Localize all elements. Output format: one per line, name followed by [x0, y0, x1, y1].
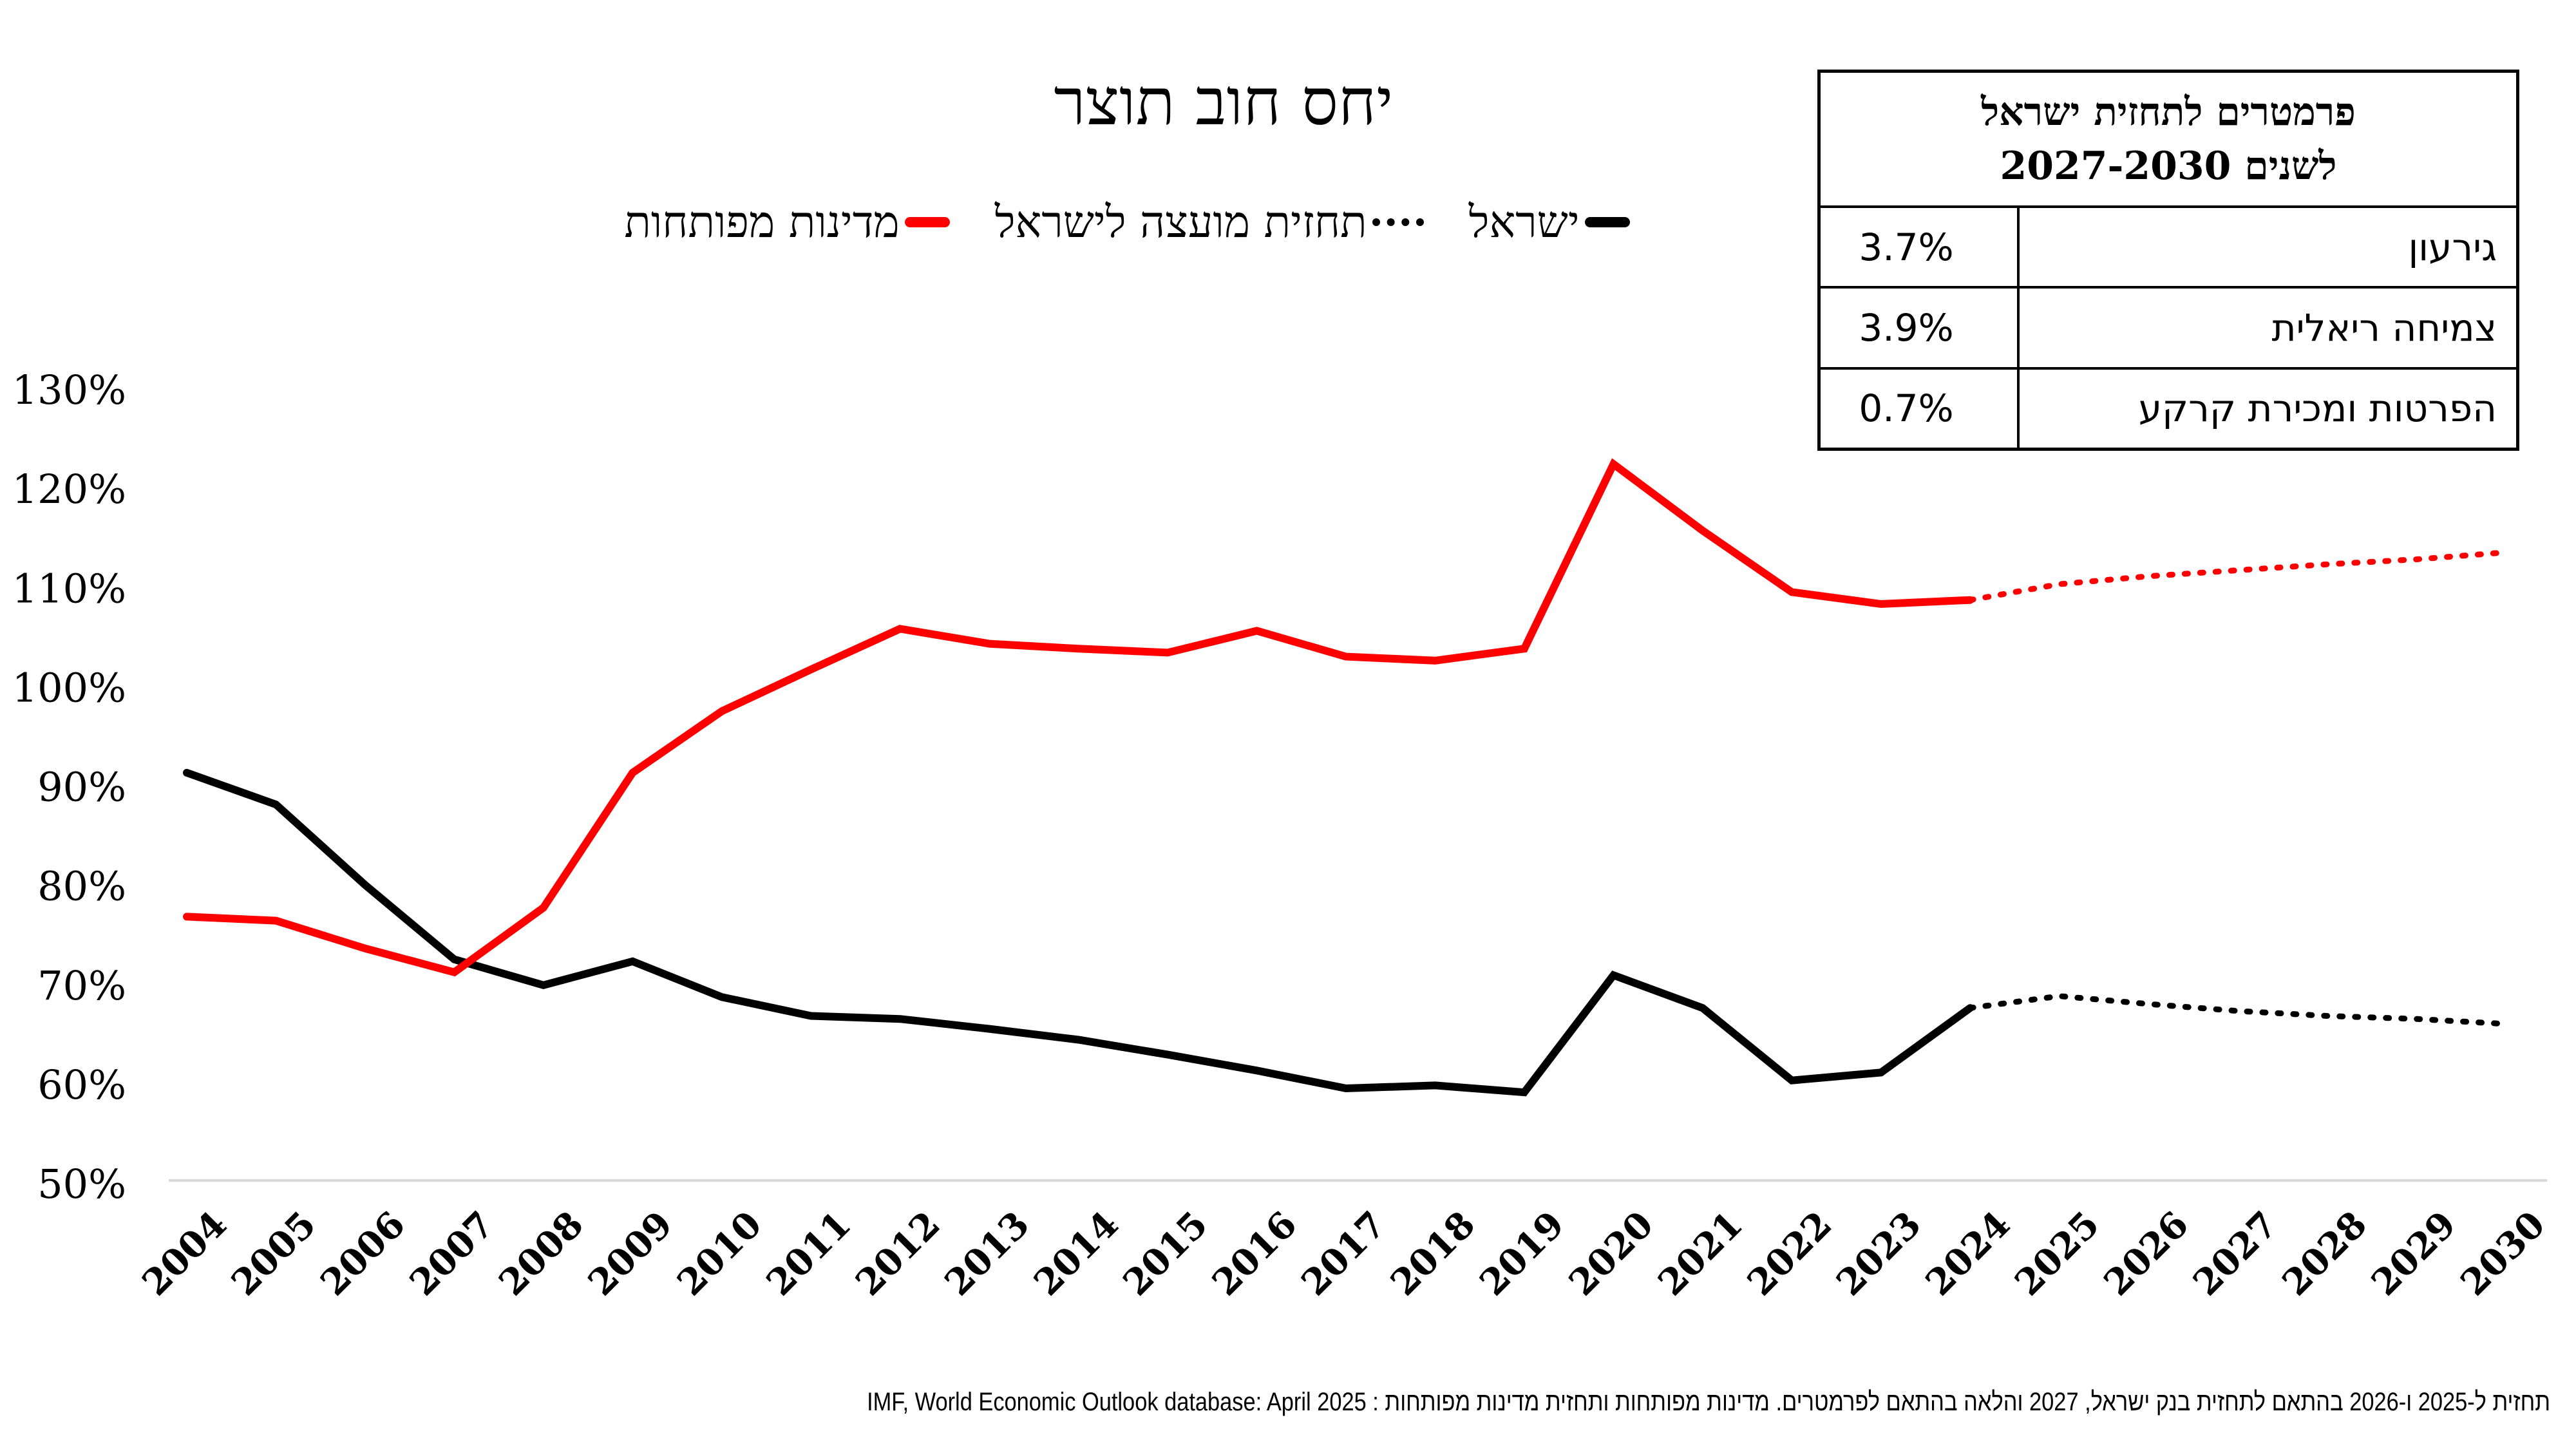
legend-label: תחזית מועצה לישראל: [994, 196, 1367, 248]
parameter-value: 0.7%: [1817, 366, 2020, 451]
table-row: גירעון 3.7%: [1817, 205, 2519, 289]
series-line-2: [183, 458, 1975, 977]
x-tick-label: 2028: [2274, 1203, 2375, 1304]
x-axis-ticks: 2004200520062007200820092010201120122013…: [134, 1203, 2553, 1304]
y-tick-label: 90%: [37, 764, 126, 811]
legend-item-forecast: תחזית מועצה לישראל: [995, 197, 1424, 248]
x-tick-label: 2023: [1828, 1203, 1929, 1304]
table-row: הפרטות ומכירת קרקע 0.7%: [1817, 366, 2519, 451]
y-tick-label: 100%: [12, 664, 126, 711]
parameter-label: צמיחה ריאלית: [2017, 286, 2519, 370]
series-line-3: [1967, 549, 2508, 603]
x-tick-label: 2024: [1917, 1203, 2018, 1304]
x-tick-label: 2014: [1026, 1203, 1127, 1304]
x-tick-label: 2006: [312, 1203, 413, 1304]
y-tick-label: 80%: [37, 863, 126, 910]
table-row: צמיחה ריאלית 3.9%: [1817, 286, 2519, 370]
x-tick-label: 2004: [134, 1203, 235, 1304]
legend-swatch-dotted-black: [1372, 218, 1424, 226]
y-tick-label: 70%: [37, 962, 126, 1009]
legend-item-advanced: מדינות מפותחות: [624, 196, 950, 248]
legend-swatch-solid-red: [904, 217, 950, 227]
x-tick-label: 2017: [1293, 1203, 1394, 1304]
parameter-value: 3.9%: [1817, 286, 2020, 370]
x-tick-label: 2019: [1472, 1203, 1573, 1304]
parameter-label: גירעון: [2017, 205, 2519, 289]
parameters-table-header-line1: פרמטרים לתחזית ישראל: [1981, 90, 2356, 135]
x-tick-label: 2007: [402, 1203, 503, 1304]
x-tick-label: 2012: [848, 1203, 949, 1304]
x-tick-label: 2008: [491, 1203, 592, 1304]
x-tick-label: 2005: [223, 1203, 325, 1304]
x-tick-label: 2027: [2185, 1203, 2286, 1304]
parameters-table-header-row: פרמטרים לתחזית ישראל לשנים 2027-2030: [1817, 70, 2519, 209]
x-tick-label: 2018: [1383, 1203, 1484, 1304]
legend-item-israel: ישראל: [1469, 197, 1630, 248]
chart-title: יחס חוב תוצר: [1054, 64, 1394, 140]
y-axis-ticks: 50% 60% 70% 80% 90% 100% 110% 120% 130%: [12, 366, 126, 1208]
x-tick-label: 2016: [1204, 1203, 1305, 1304]
parameter-label: הפרטות ומכירת קרקע: [2017, 366, 2519, 451]
parameters-table-header-line2: לשנים 2027-2030: [2000, 144, 2337, 189]
x-tick-label: 2029: [2363, 1203, 2465, 1304]
x-tick-label: 2011: [758, 1203, 859, 1304]
x-tick-label: 2010: [669, 1203, 770, 1304]
parameters-table-header: פרמטרים לתחזית ישראל לשנים 2027-2030: [1817, 70, 2519, 209]
series-line-0: [183, 768, 1975, 1097]
x-tick-label: 2022: [1739, 1203, 1840, 1304]
y-tick-label: 60%: [37, 1061, 126, 1108]
series-lines: [183, 458, 2508, 1097]
y-tick-label: 120%: [12, 466, 126, 513]
y-tick-label: 130%: [12, 366, 126, 413]
legend-swatch-solid-black: [1584, 217, 1630, 227]
x-tick-label: 2025: [2007, 1203, 2108, 1304]
legend-label: מדינות מפותחות: [624, 196, 900, 248]
parameters-table: פרמטרים לתחזית ישראל לשנים 2027-2030 גיר…: [1817, 70, 2519, 451]
x-tick-label: 2013: [936, 1203, 1037, 1304]
legend: מדינות מפותחות תחזית מועצה לישראל ישראל: [451, 187, 1803, 258]
x-tick-label: 2009: [580, 1203, 681, 1304]
series-line-1: [1967, 993, 2508, 1027]
y-tick-label: 50%: [37, 1160, 126, 1208]
legend-label: ישראל: [1468, 196, 1580, 248]
x-tick-label: 2026: [2096, 1203, 2197, 1304]
x-tick-label: 2021: [1650, 1203, 1751, 1304]
x-tick-label: 2015: [1115, 1203, 1216, 1304]
y-tick-label: 110%: [12, 565, 126, 612]
source-note: תחזית ל-2025 ו-2026 בהתאם לתחזית בנק ישר…: [867, 1388, 2550, 1416]
parameter-value: 3.7%: [1817, 205, 2020, 289]
x-tick-label: 2030: [2452, 1203, 2553, 1304]
x-tick-label: 2020: [1561, 1203, 1662, 1304]
